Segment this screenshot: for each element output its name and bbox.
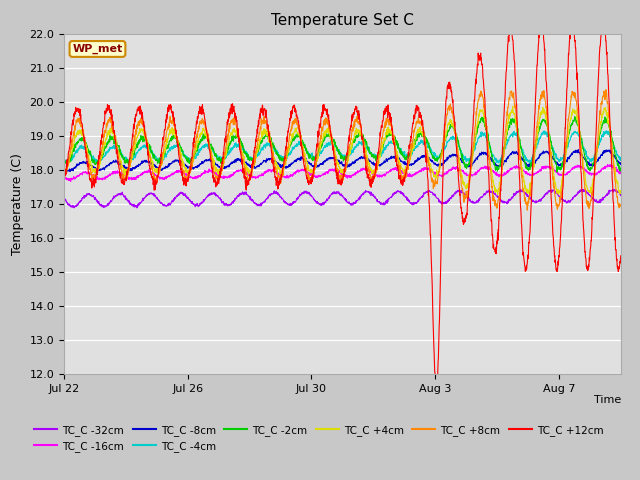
Legend: TC_C -32cm, TC_C -16cm, TC_C -8cm, TC_C -4cm, TC_C -2cm, TC_C +4cm, TC_C +8cm, T: TC_C -32cm, TC_C -16cm, TC_C -8cm, TC_C … (30, 420, 607, 456)
Text: Time: Time (593, 395, 621, 405)
Text: WP_met: WP_met (72, 44, 123, 54)
Y-axis label: Temperature (C): Temperature (C) (11, 153, 24, 255)
Title: Temperature Set C: Temperature Set C (271, 13, 414, 28)
